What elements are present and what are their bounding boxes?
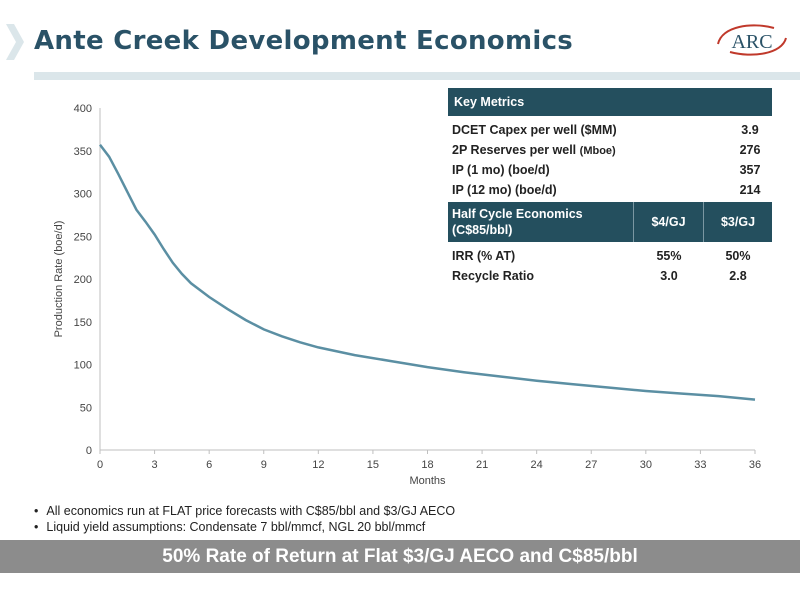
- arc-logo: ARC: [717, 24, 787, 56]
- x-tick-label: 30: [640, 459, 652, 471]
- y-tick-label: 400: [74, 103, 92, 115]
- col-4gj-header: $4/GJ: [634, 202, 704, 242]
- x-tick-label: 3: [152, 459, 158, 471]
- half-cycle-value-3gj: 50%: [725, 249, 751, 263]
- half-cycle-row: Recycle Ratio 3.0 2.8: [448, 266, 772, 286]
- x-tick-label: 24: [531, 459, 543, 471]
- logo-text: ARC: [731, 31, 772, 53]
- half-cycle-subtitle: (C$85/bbl): [452, 223, 513, 237]
- key-metrics-header: Key Metrics: [448, 88, 772, 116]
- metric-value: 357: [739, 163, 761, 177]
- col-3gj-header: $3/GJ: [720, 215, 756, 229]
- footnote: All economics run at FLAT price forecast…: [34, 503, 455, 519]
- metric-label: IP (12 mo) (boe/d): [452, 183, 557, 197]
- metric-label: DCET Capex per well ($MM): [452, 123, 617, 137]
- metric-value: 276: [739, 143, 761, 157]
- x-tick-label: 6: [206, 459, 212, 471]
- y-tick-label: 100: [74, 360, 92, 372]
- metric-row: IP (12 mo) (boe/d) 214: [448, 180, 772, 200]
- metric-label: IP (1 mo) (boe/d): [452, 163, 550, 177]
- x-tick-label: 21: [476, 459, 488, 471]
- half-cycle-value-3gj: 2.8: [729, 269, 747, 283]
- key-metrics-table: Key Metrics DCET Capex per well ($MM) 3.…: [448, 88, 772, 286]
- half-cycle-title: Half Cycle Economics: [452, 207, 583, 221]
- footer-banner: 50% Rate of Return at Flat $3/GJ AECO an…: [0, 540, 800, 573]
- y-tick-label: 200: [74, 274, 92, 286]
- metric-value: 214: [739, 183, 761, 197]
- chevron-right-icon: [6, 24, 24, 60]
- x-tick-labels: 0 3 6 9 12 15 18 21 24 27 30 33 36: [97, 459, 761, 471]
- metric-label: 2P Reserves per well: [452, 143, 577, 157]
- chart-axes: [99, 108, 756, 454]
- footnote: Liquid yield assumptions: Condensate 7 b…: [34, 519, 455, 535]
- production-series-line: [99, 144, 756, 401]
- y-axis-label: Production Rate (boe/d): [53, 221, 65, 338]
- y-tick-label: 150: [74, 317, 92, 329]
- metric-label-unit: (Mboe): [579, 145, 616, 157]
- x-tick-label: 18: [421, 459, 433, 471]
- x-tick-label: 12: [312, 459, 324, 471]
- footnotes: All economics run at FLAT price forecast…: [34, 503, 455, 535]
- metric-row: 2P Reserves per well (Mboe) 276: [448, 140, 772, 160]
- x-axis-label: Months: [409, 475, 446, 487]
- y-tick-label: 250: [74, 231, 92, 243]
- x-tick-label: 27: [585, 459, 597, 471]
- metric-value: 3.9: [741, 123, 759, 137]
- half-cycle-label: IRR (% AT): [452, 249, 516, 263]
- slide-title: Ante Creek Development Economics: [34, 26, 574, 56]
- x-tick-label: 9: [261, 459, 267, 471]
- y-tick-label: 350: [74, 146, 92, 158]
- half-cycle-value-4gj: 55%: [656, 249, 682, 263]
- metric-row: DCET Capex per well ($MM) 3.9: [448, 120, 772, 140]
- x-tick-label: 0: [97, 459, 103, 471]
- y-tick-label: 0: [86, 445, 92, 457]
- metric-row: IP (1 mo) (boe/d) 357: [448, 160, 772, 180]
- half-cycle-header: Half Cycle Economics (C$85/bbl) $4/GJ $3…: [448, 202, 772, 242]
- x-tick-label: 15: [367, 459, 379, 471]
- title-rule: [34, 72, 800, 80]
- y-tick-label: 300: [74, 189, 92, 201]
- y-tick-labels: 0 50 100 150 200 250 300 350 400: [74, 103, 92, 457]
- x-tick-label: 36: [749, 459, 761, 471]
- half-cycle-label: Recycle Ratio: [452, 269, 534, 283]
- half-cycle-value-4gj: 3.0: [660, 269, 678, 283]
- x-tick-label: 33: [694, 459, 706, 471]
- half-cycle-row: IRR (% AT) 55% 50%: [448, 246, 772, 266]
- y-tick-label: 50: [80, 402, 92, 414]
